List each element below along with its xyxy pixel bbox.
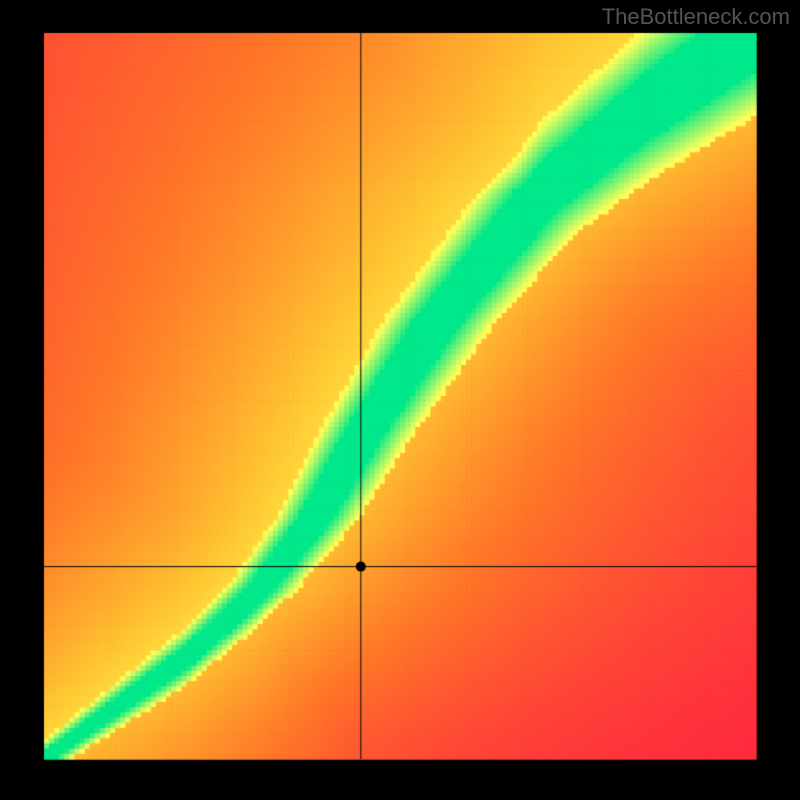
chart-container: TheBottleneck.com [0, 0, 800, 800]
heatmap-canvas [0, 0, 800, 800]
watermark-text: TheBottleneck.com [602, 4, 790, 30]
